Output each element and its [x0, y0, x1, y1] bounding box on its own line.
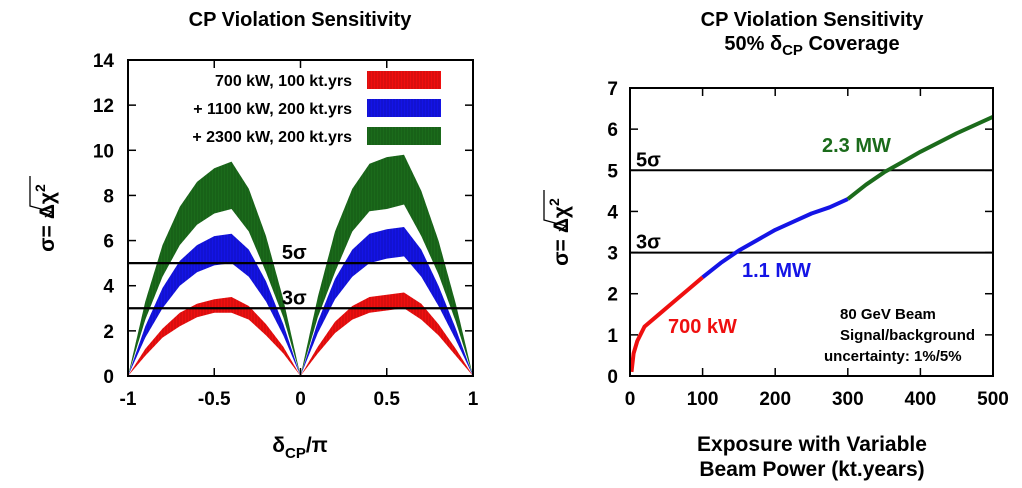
right-y-tick-label: 2	[607, 285, 618, 306]
right-chart-subtitle: 50% δCP Coverage	[724, 33, 899, 59]
right-x-tick-label: 300	[832, 389, 864, 410]
svg-text:σ=Δχ2: σ= Δχ2	[32, 184, 59, 252]
right-x-tick-label: 100	[687, 389, 719, 410]
left-chart-x-axis-label: δCP/π	[272, 434, 328, 462]
y-tick-label: 8	[103, 186, 114, 207]
y-tick-label: 10	[93, 141, 114, 162]
left-chart-bands	[128, 154, 473, 376]
x-tick-label: -0.5	[198, 389, 231, 410]
right-y-tick-label: 1	[607, 326, 618, 347]
right-threshold-label-3sigma: 3σ	[636, 232, 661, 254]
threshold-label-3sigma: 3σ	[282, 287, 307, 309]
annotation-line-2: Signal/background	[840, 327, 975, 344]
annotation-line-3: uncertainty: 1%/5%	[824, 348, 962, 365]
x-tick-label: 1	[468, 389, 479, 410]
y-tick-label: 4	[103, 277, 114, 298]
right-chart-plot-frame	[629, 87, 994, 377]
x-tick-label: 0	[295, 389, 306, 410]
right-threshold-label-5sigma: 5σ	[636, 149, 661, 171]
left-y-label-root: Δχ	[36, 192, 59, 219]
right-chart-y-axis-label: σ= Δχ2	[543, 190, 573, 266]
series-label-2-3mw: 2.3 MW	[822, 135, 891, 157]
right-y-tick-label: 5	[607, 161, 618, 182]
right-y-tick-label: 0	[607, 367, 618, 388]
left-chart-x-ticks: -1 -0.5 0 0.5 1	[120, 60, 479, 410]
right-x-tick-label: 200	[759, 389, 791, 410]
left-y-label-prefix: σ=	[36, 225, 59, 252]
right-chart-y-ticks: 0 1 2 3 4 5 6 7	[607, 79, 993, 388]
right-y-tick-label: 3	[607, 244, 618, 265]
series-line-2	[846, 114, 994, 201]
legend-label-2: + 2300 kW, 200 kt.yrs	[192, 129, 352, 146]
y-tick-label: 0	[103, 367, 114, 388]
band-hatch-0	[128, 154, 473, 376]
y-tick-label: 2	[103, 322, 114, 343]
series-line-0	[629, 275, 704, 373]
right-chart-thresholds: 5σ 3σ	[630, 149, 993, 254]
legend-swatch-hatch-2	[367, 127, 441, 145]
right-chart-x-ticks: 0 100 200 300 400 500	[625, 88, 1009, 410]
legend-label-1: + 1100 kW, 200 kt.yrs	[193, 101, 352, 118]
right-y-tick-label: 6	[607, 120, 618, 141]
right-y-tick-label: 4	[607, 202, 618, 223]
right-y-label-prefix: σ=	[550, 239, 573, 266]
left-chart-title: CP Violation Sensitivity	[189, 9, 413, 31]
x-tick-label: -1	[120, 389, 137, 410]
series-line-1	[701, 197, 849, 279]
legend-label-0: 700 kW, 100 kt.yrs	[215, 73, 352, 90]
right-x-tick-label: 0	[625, 389, 636, 410]
y-tick-label: 14	[93, 51, 115, 72]
annotation-line-1: 80 GeV Beam	[840, 306, 936, 323]
threshold-label-5sigma: 5σ	[282, 242, 307, 264]
series-label-1-1mw: 1.1 MW	[742, 260, 811, 282]
beam-annotation: 80 GeV Beam Signal/background uncertaint…	[824, 306, 975, 365]
legend-swatch-hatch-1	[367, 99, 441, 117]
right-y-tick-label: 7	[607, 79, 618, 100]
right-y-label-radical	[543, 190, 568, 232]
left-chart-thresholds: 5σ 3σ	[128, 242, 473, 310]
right-y-label-root: Δχ	[550, 206, 573, 233]
band-hatch-1	[128, 227, 473, 376]
y-tick-label: 6	[103, 232, 114, 253]
right-chart-x-axis-label-line-1: Exposure with Variable	[697, 433, 927, 456]
left-chart: CP Violation Sensitivity 5σ 3σ -1 -0.5 0 0.5…	[29, 9, 479, 462]
left-chart-y-axis-label: σ= Δχ2	[29, 176, 59, 252]
right-y-label-exp: 2	[546, 198, 562, 206]
y-tick-label: 12	[93, 96, 114, 117]
series-label-700kw: 700 kW	[668, 316, 737, 338]
right-x-tick-label: 400	[905, 389, 937, 410]
left-chart-legend: 700 kW, 100 kt.yrs + 1100 kW, 200 kt.yrs +…	[192, 71, 441, 146]
svg-text:σ=Δχ2: σ= Δχ2	[546, 198, 573, 266]
left-chart-plot-frame	[127, 59, 474, 377]
left-y-label-exp: 2	[32, 184, 48, 192]
left-y-label-radical	[29, 176, 54, 218]
legend-swatch-hatch-0	[367, 71, 441, 89]
right-chart: CP Violation Sensitivity 50% δCP Coverag…	[543, 9, 1009, 481]
right-chart-lines	[629, 114, 994, 373]
right-chart-title: CP Violation Sensitivity	[701, 9, 925, 31]
right-x-tick-label: 500	[977, 389, 1009, 410]
right-chart-x-axis-label-line-2: Beam Power (kt.years)	[699, 458, 924, 481]
x-tick-label: 0.5	[374, 389, 401, 410]
